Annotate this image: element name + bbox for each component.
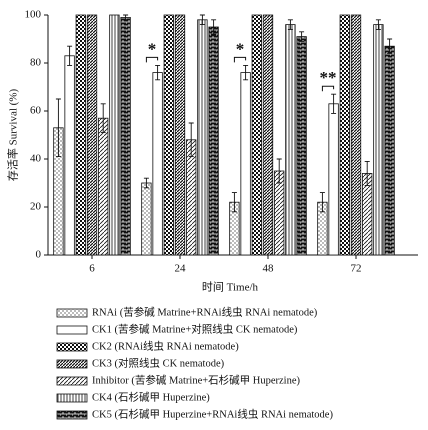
legend-label: CK3 (对照线虫 CK nematode) [92, 356, 225, 369]
legend-swatch [56, 342, 88, 352]
bar [86, 14, 98, 256]
bar [186, 139, 197, 256]
error-bar [331, 93, 337, 114]
bar [152, 72, 163, 256]
bar [240, 72, 251, 256]
error-bar [287, 19, 293, 30]
error-bar [319, 192, 325, 213]
legend-swatch [56, 393, 88, 403]
y-axis-label: 存活率 Survival (%) [6, 89, 20, 182]
error-bar [231, 192, 237, 213]
legend-label: CK2 (RNAi线虫 RNAi nematode) [92, 339, 239, 352]
error-bar [276, 158, 282, 184]
y-tick-label: 20 [30, 201, 42, 213]
legend-swatch [56, 410, 88, 420]
bar [174, 14, 186, 256]
bar [251, 14, 262, 256]
bar [296, 36, 307, 256]
x-tick-label: 6 [89, 263, 95, 275]
bar [197, 19, 208, 256]
error-bar [299, 31, 305, 42]
significance-label: * [236, 39, 245, 58]
significance-bracket [321, 85, 335, 92]
y-tick-label: 0 [36, 249, 42, 261]
legend-label: RNAi (苦参碱 Matrine+RNAi线虫 RNAi nematode) [92, 305, 318, 318]
bar [384, 45, 395, 256]
x-axis-label: 时间 Time/h [202, 281, 259, 294]
error-bar [199, 14, 205, 26]
significance-label: ** [320, 68, 337, 87]
legend-swatch [56, 325, 88, 335]
error-bar [243, 64, 249, 81]
y-tick-label: 80 [30, 57, 42, 69]
bar [208, 26, 219, 256]
error-bar [123, 14, 129, 21]
error-bar [364, 160, 370, 186]
bar [339, 14, 350, 256]
bar [141, 182, 152, 256]
legend-label: CK5 (石杉碱甲 Huperzine+RNAi线虫 RNAi nematode… [92, 407, 333, 420]
legend-label: CK4 (石杉碱甲 Huperzine) [92, 390, 210, 403]
significance-label: * [148, 39, 157, 58]
bar [64, 55, 75, 256]
error-bar [188, 122, 194, 158]
bar [120, 16, 131, 256]
legend-label: Inhibitor (苦参碱 Matrine+石杉碱甲 Huperzine) [92, 373, 301, 386]
legend-swatch [56, 359, 88, 369]
error-bar [67, 45, 73, 66]
bar [328, 103, 339, 256]
x-tick-label: 72 [351, 263, 362, 275]
x-tick-label: 24 [175, 263, 187, 275]
error-bar [211, 19, 217, 35]
legend-swatch [56, 308, 88, 318]
bar [373, 24, 384, 256]
y-tick-label: 100 [25, 9, 42, 21]
y-tick-label: 60 [30, 105, 42, 117]
x-tick-label: 48 [263, 263, 275, 275]
error-bar [100, 103, 106, 134]
error-bar [55, 98, 61, 158]
bar [350, 14, 362, 256]
error-bar [143, 177, 149, 189]
bar [109, 14, 120, 256]
y-tick-label: 40 [30, 153, 42, 165]
error-bar [387, 38, 393, 54]
significance-bracket [233, 56, 247, 63]
significance-bracket [145, 56, 159, 63]
legend-label: CK1 (苦参碱 Matrine+对照线虫 CK nematode) [92, 322, 298, 335]
bar [285, 24, 296, 256]
error-bar [375, 19, 381, 30]
error-bar [155, 64, 161, 81]
bar [262, 14, 274, 256]
bar [98, 117, 109, 256]
bar [75, 14, 86, 256]
legend-swatch [56, 376, 88, 386]
bar [274, 170, 285, 256]
bar [163, 14, 174, 256]
